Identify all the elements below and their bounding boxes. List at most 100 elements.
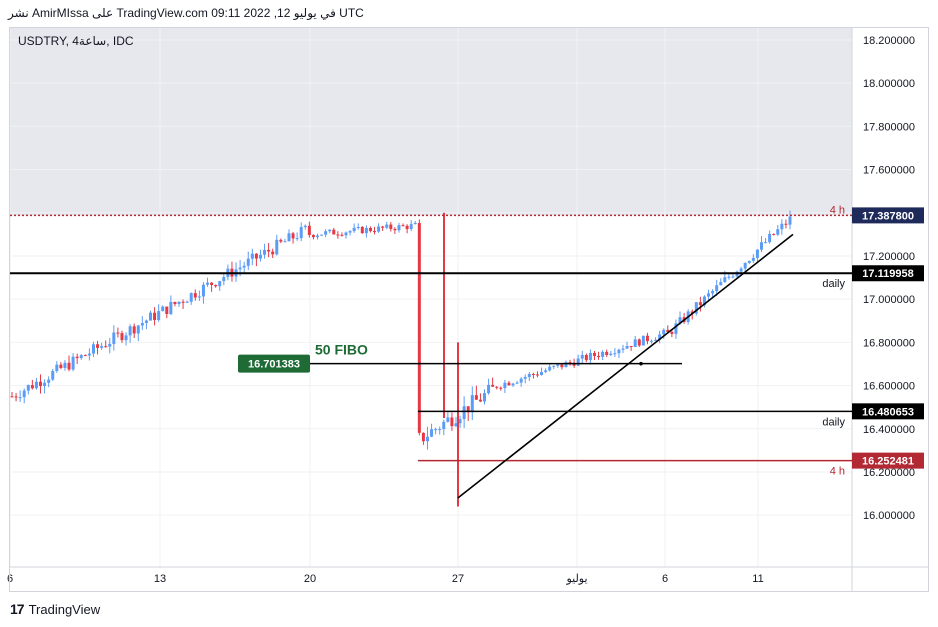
candle-body <box>621 348 625 350</box>
candle-body <box>772 233 776 235</box>
candle-body <box>438 429 442 431</box>
candle-body <box>625 345 629 349</box>
candle-body <box>185 301 189 303</box>
candle-body <box>169 301 173 314</box>
candle-body <box>63 362 67 369</box>
fibo-handle <box>639 361 643 366</box>
level-tag: 4 h <box>830 204 845 216</box>
candle-body <box>254 253 258 259</box>
candle-body <box>633 339 637 347</box>
y-tick-label: 16.600000 <box>863 381 915 393</box>
candle-body <box>421 432 425 442</box>
footer-branding[interactable]: 17 TradingView <box>10 600 100 618</box>
candle-body <box>491 384 495 387</box>
candle-body <box>454 423 458 427</box>
level-tag: daily <box>822 278 845 290</box>
candle-body <box>784 223 788 225</box>
candle-body <box>674 323 678 334</box>
candle-body <box>613 353 617 355</box>
candle-body <box>739 268 743 272</box>
candle-body <box>617 349 621 354</box>
candle-body <box>450 417 454 427</box>
candle-body <box>112 332 116 344</box>
candle-body <box>495 386 499 388</box>
trendline <box>457 233 794 499</box>
candle-body <box>340 234 344 236</box>
candle-body <box>287 233 291 242</box>
candle-body <box>59 364 63 369</box>
price-label-bg <box>852 452 924 469</box>
candle-body <box>702 296 706 306</box>
candle-body <box>83 355 87 357</box>
candle-body <box>157 311 161 320</box>
candle-body <box>153 312 157 320</box>
candle-body <box>222 277 226 282</box>
candle-body <box>71 356 75 370</box>
symbol-label[interactable]: USDTRY, 4ساعة, IDC <box>18 34 134 48</box>
candle-body <box>332 229 336 235</box>
candle-body <box>181 301 185 303</box>
candle-body <box>75 356 79 359</box>
candle-body <box>242 265 246 268</box>
price-label: 16.480653 <box>862 406 914 418</box>
candle-body <box>507 382 511 386</box>
price-label: 16.252481 <box>862 456 914 468</box>
x-tick-label: 6 <box>7 573 13 585</box>
candle-body <box>662 329 666 335</box>
candle-body <box>629 345 633 347</box>
candle-body <box>588 352 592 361</box>
fibo-price-text: 16.701383 <box>248 359 300 371</box>
candle-body <box>206 282 210 285</box>
candle-body <box>116 332 120 334</box>
candle-body <box>727 276 731 278</box>
candle-body <box>743 262 747 269</box>
candle-body <box>373 231 377 233</box>
candle-body <box>246 258 250 266</box>
candle-body <box>214 284 218 287</box>
candle-body <box>356 227 360 229</box>
candle-body <box>344 232 348 236</box>
candle-body <box>14 396 18 398</box>
candle-body <box>609 353 613 355</box>
price-label-bg <box>852 403 924 420</box>
candle-body <box>564 362 568 368</box>
candle-body <box>637 339 641 346</box>
y-tick-label: 16.800000 <box>863 337 915 349</box>
candle-body <box>210 282 214 285</box>
candle-body <box>540 371 544 376</box>
candle-body <box>267 249 271 252</box>
price-label: 17.119958 <box>862 268 913 280</box>
candle-body <box>776 229 780 235</box>
candle-body <box>503 382 507 389</box>
candle-body <box>527 373 531 378</box>
candle-body <box>295 238 299 240</box>
candle-body <box>315 235 319 238</box>
fibo-price-badge <box>238 354 310 373</box>
candle-body <box>487 384 491 394</box>
candle-body <box>515 382 519 384</box>
candle-body <box>425 436 429 442</box>
candle-body <box>360 227 364 234</box>
candle-body <box>592 352 596 356</box>
y-tick-label: 16.400000 <box>863 424 915 436</box>
candle-body <box>177 301 181 305</box>
candle-body <box>271 251 275 255</box>
candle-body <box>446 417 450 422</box>
candle-body <box>197 296 201 298</box>
y-tick-label: 17.000000 <box>863 294 915 306</box>
candle-body <box>690 311 694 314</box>
y-tick-label: 16.000000 <box>863 510 915 522</box>
candle-body <box>124 335 128 341</box>
candle-body <box>377 226 381 232</box>
candle-body <box>466 406 470 413</box>
candle-body <box>193 293 197 298</box>
candle-body <box>715 285 719 292</box>
candle-body <box>788 216 792 225</box>
candle-body <box>43 382 47 387</box>
candle-body <box>535 374 539 376</box>
y-tick-label: 17.800000 <box>863 121 915 133</box>
candle-body <box>711 291 715 294</box>
x-tick-label: يوليو <box>565 573 587 585</box>
candle-body <box>584 354 588 361</box>
